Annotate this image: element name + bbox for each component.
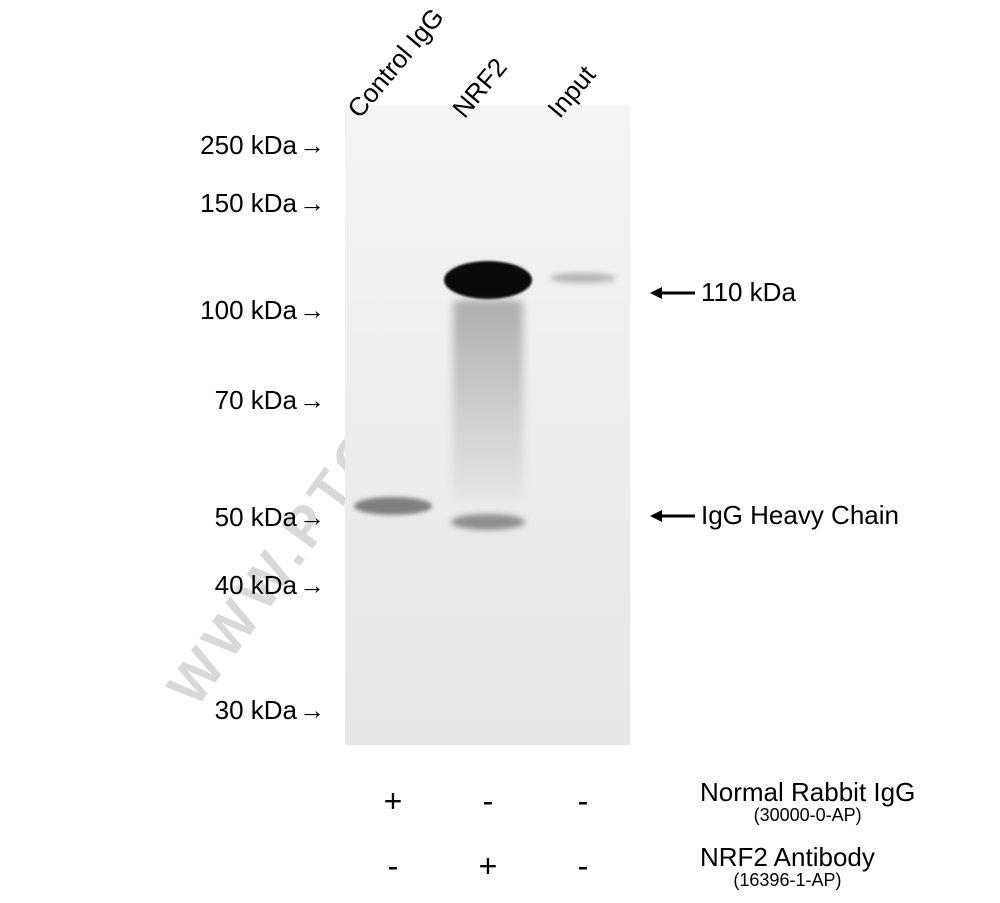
- right-annotation: 110 kDa: [650, 277, 796, 308]
- band: [354, 497, 432, 515]
- pm-cell: -: [378, 848, 408, 885]
- arrow-right-icon: →: [299, 130, 325, 161]
- mw-marker: 250 kDa→: [145, 130, 325, 161]
- arrow-right-icon: →: [299, 385, 325, 416]
- annotation-text: 110 kDa: [701, 277, 796, 308]
- arrow-right-icon: →: [299, 188, 325, 219]
- western-blot-figure: WWW.PTGLAB.COM Control IgGNRF2Input 250 …: [0, 0, 1000, 903]
- right-annotation: IgG Heavy Chain: [650, 500, 899, 531]
- arrow-right-icon: →: [299, 570, 325, 601]
- antibody-name: Normal Rabbit IgG: [700, 777, 915, 807]
- mw-marker-text: 250 kDa: [200, 130, 297, 160]
- arrow-right-icon: →: [299, 295, 325, 326]
- arrow-right-icon: →: [299, 695, 325, 726]
- smear: [453, 300, 523, 500]
- mw-marker: 30 kDa→: [145, 695, 325, 726]
- arrow-left-icon: [650, 506, 695, 526]
- antibody-label: Normal Rabbit IgG(30000-0-AP): [700, 779, 915, 825]
- pm-cell: -: [568, 783, 598, 820]
- mw-marker-text: 70 kDa: [215, 385, 297, 415]
- mw-marker-text: 50 kDa: [215, 502, 297, 532]
- mw-marker: 100 kDa→: [145, 295, 325, 326]
- pm-cell: +: [473, 848, 503, 885]
- mw-marker: 40 kDa→: [145, 570, 325, 601]
- pm-cell: -: [568, 848, 598, 885]
- annotation-text: IgG Heavy Chain: [701, 500, 899, 531]
- band: [550, 273, 616, 283]
- mw-marker: 150 kDa→: [145, 188, 325, 219]
- mw-marker: 70 kDa→: [145, 385, 325, 416]
- mw-marker-text: 30 kDa: [215, 695, 297, 725]
- band: [444, 261, 532, 299]
- antibody-label: NRF2 Antibody(16396-1-AP): [700, 844, 875, 890]
- mw-marker-text: 40 kDa: [215, 570, 297, 600]
- band: [451, 514, 525, 530]
- antibody-name: NRF2 Antibody: [700, 842, 875, 872]
- mw-marker-text: 150 kDa: [200, 188, 297, 218]
- mw-marker-text: 100 kDa: [200, 295, 297, 325]
- antibody-catalog: (16396-1-AP): [700, 871, 875, 890]
- mw-marker: 50 kDa→: [145, 502, 325, 533]
- antibody-catalog: (30000-0-AP): [700, 806, 915, 825]
- arrow-right-icon: →: [299, 502, 325, 533]
- arrow-left-icon: [650, 283, 695, 303]
- pm-cell: -: [473, 783, 503, 820]
- pm-cell: +: [378, 783, 408, 820]
